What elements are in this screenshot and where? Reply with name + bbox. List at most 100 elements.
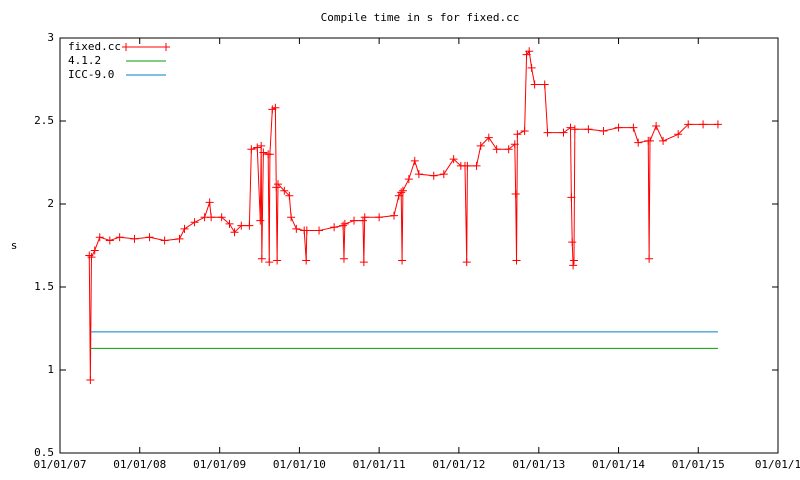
point-marker xyxy=(259,148,268,157)
point-marker xyxy=(175,234,184,243)
point-marker xyxy=(225,219,234,228)
point-marker xyxy=(484,133,493,142)
point-marker xyxy=(389,211,398,220)
point-marker xyxy=(330,223,339,232)
x-tick-label: 01/01/13 xyxy=(512,458,565,471)
point-marker xyxy=(684,120,693,129)
point-marker xyxy=(217,213,226,222)
point-marker xyxy=(130,234,139,243)
point-marker xyxy=(570,125,579,134)
point-marker xyxy=(645,254,654,263)
point-marker xyxy=(95,233,104,242)
point-marker xyxy=(674,130,683,139)
point-marker xyxy=(439,170,448,179)
point-marker xyxy=(180,224,189,233)
x-tick-label: 01/01/15 xyxy=(672,458,725,471)
x-tick-label: 01/01/10 xyxy=(273,458,326,471)
point-marker xyxy=(265,258,274,267)
y-tick-label: 1 xyxy=(47,363,54,376)
point-marker xyxy=(160,236,169,245)
y-tick-label: 2.5 xyxy=(34,114,54,127)
y-axis-label: s xyxy=(11,239,18,252)
x-tick-label: 01/01/12 xyxy=(432,458,485,471)
point-marker xyxy=(292,224,301,233)
point-marker xyxy=(87,253,96,262)
point-marker xyxy=(462,258,471,267)
point-marker xyxy=(629,123,638,132)
y-tick-label: 3 xyxy=(47,31,54,44)
point-marker xyxy=(520,126,529,135)
point-marker xyxy=(190,218,199,227)
point-marker xyxy=(253,143,262,152)
x-tick-label: 01/01/08 xyxy=(113,458,166,471)
point-marker xyxy=(273,180,282,189)
point-marker xyxy=(559,128,568,137)
plot-border xyxy=(59,37,779,454)
point-marker xyxy=(525,47,534,56)
point-marker xyxy=(527,63,536,72)
point-marker xyxy=(492,145,501,154)
point-marker xyxy=(511,190,520,199)
point-marker xyxy=(302,226,311,235)
y-tick-label: 0.5 xyxy=(34,446,54,459)
point-marker xyxy=(449,155,458,164)
point-marker xyxy=(476,141,485,150)
point-marker xyxy=(599,126,608,135)
point-marker xyxy=(272,183,281,192)
point-marker xyxy=(713,120,722,129)
point-marker xyxy=(530,80,539,89)
point-marker xyxy=(463,161,472,170)
point-marker xyxy=(513,130,522,139)
point-marker xyxy=(245,221,254,230)
x-tick-label: 01/01/11 xyxy=(353,458,406,471)
point-marker xyxy=(86,375,95,384)
point-marker xyxy=(645,136,654,145)
point-marker xyxy=(375,213,384,222)
point-marker xyxy=(540,80,549,89)
point-marker xyxy=(115,233,124,242)
point-marker xyxy=(339,221,348,230)
point-marker xyxy=(634,138,643,147)
point-marker xyxy=(285,191,294,200)
point-marker xyxy=(567,193,576,202)
point-marker xyxy=(340,219,349,228)
point-marker xyxy=(302,256,311,265)
point-marker xyxy=(360,213,369,222)
point-marker xyxy=(566,123,575,132)
point-marker xyxy=(652,121,661,130)
chart-title: Compile time in s for fixed.cc xyxy=(321,11,520,24)
point-marker xyxy=(256,216,265,225)
x-tick-label: 01/01/1 xyxy=(755,458,800,471)
series-line xyxy=(88,50,718,380)
point-marker xyxy=(145,233,154,242)
point-marker xyxy=(398,186,407,195)
point-marker xyxy=(429,171,438,180)
legend-label: 4.1.2 xyxy=(68,54,101,67)
point-marker xyxy=(350,216,359,225)
point-marker xyxy=(512,256,521,265)
point-marker xyxy=(404,175,413,184)
x-tick-label: 01/01/09 xyxy=(193,458,246,471)
point-marker xyxy=(543,128,552,137)
point-marker xyxy=(273,256,282,265)
point-marker xyxy=(287,213,296,222)
point-marker xyxy=(207,213,216,222)
point-marker xyxy=(105,236,114,245)
point-marker xyxy=(90,246,99,255)
point-marker xyxy=(472,161,481,170)
point-marker xyxy=(205,198,214,207)
point-marker xyxy=(569,261,578,270)
point-marker xyxy=(504,145,513,154)
point-marker xyxy=(237,221,246,230)
point-marker xyxy=(614,123,623,132)
point-marker xyxy=(398,256,407,265)
point-marker xyxy=(359,258,368,267)
point-marker xyxy=(271,103,280,112)
point-marker xyxy=(358,216,367,225)
point-marker xyxy=(257,141,266,150)
y-tick-label: 1.5 xyxy=(34,280,54,293)
point-marker xyxy=(397,188,406,197)
point-marker xyxy=(414,170,423,179)
